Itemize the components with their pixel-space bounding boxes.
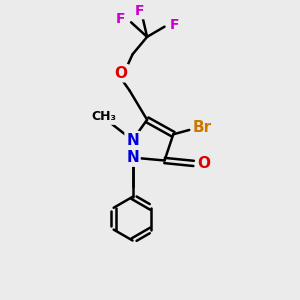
Text: F: F (135, 4, 145, 18)
Text: O: O (114, 66, 128, 81)
Text: F: F (170, 18, 179, 32)
Text: O: O (197, 156, 210, 171)
Text: CH₃: CH₃ (91, 110, 116, 123)
Text: N: N (126, 150, 139, 165)
Text: N: N (126, 133, 139, 148)
Text: F: F (116, 12, 126, 26)
Text: Br: Br (193, 119, 212, 134)
